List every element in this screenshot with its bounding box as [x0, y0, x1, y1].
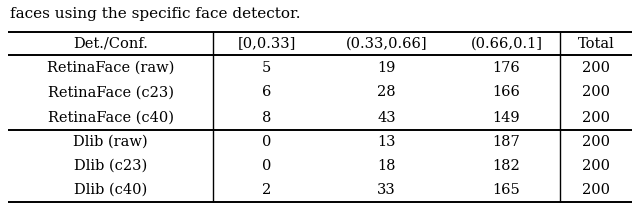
Text: RetinaFace (raw): RetinaFace (raw)	[47, 60, 174, 75]
Text: (0.33,0.66]: (0.33,0.66]	[346, 37, 428, 50]
Text: 2: 2	[262, 183, 271, 197]
Text: Det./Conf.: Det./Conf.	[73, 37, 148, 50]
Text: 200: 200	[582, 159, 610, 173]
Text: 166: 166	[493, 85, 520, 100]
Text: 8: 8	[262, 110, 271, 125]
Text: 33: 33	[377, 183, 396, 197]
Text: 200: 200	[582, 135, 610, 149]
Text: 200: 200	[582, 110, 610, 125]
Text: 182: 182	[493, 159, 520, 173]
Text: Dlib (raw): Dlib (raw)	[73, 135, 148, 149]
Text: 187: 187	[493, 135, 520, 149]
Text: 200: 200	[582, 183, 610, 197]
Text: 18: 18	[377, 159, 396, 173]
Text: faces using the specific face detector.: faces using the specific face detector.	[10, 7, 301, 21]
Text: 13: 13	[377, 135, 396, 149]
Text: 6: 6	[262, 85, 271, 100]
Text: 200: 200	[582, 60, 610, 75]
Text: Dlib (c40): Dlib (c40)	[74, 183, 147, 197]
Text: 0: 0	[262, 159, 271, 173]
Text: 200: 200	[582, 85, 610, 100]
Text: 43: 43	[377, 110, 396, 125]
Text: 149: 149	[493, 110, 520, 125]
Text: 0: 0	[262, 135, 271, 149]
Text: 5: 5	[262, 60, 271, 75]
Text: [0,0.33]: [0,0.33]	[237, 37, 296, 50]
Text: RetinaFace (c40): RetinaFace (c40)	[47, 110, 173, 125]
Text: 176: 176	[493, 60, 520, 75]
Text: 28: 28	[377, 85, 396, 100]
Text: 19: 19	[378, 60, 396, 75]
Text: Total: Total	[578, 37, 614, 50]
Text: 165: 165	[493, 183, 520, 197]
Text: RetinaFace (c23): RetinaFace (c23)	[47, 85, 173, 100]
Text: (0.66,0.1]: (0.66,0.1]	[470, 37, 543, 50]
Text: Dlib (c23): Dlib (c23)	[74, 159, 147, 173]
